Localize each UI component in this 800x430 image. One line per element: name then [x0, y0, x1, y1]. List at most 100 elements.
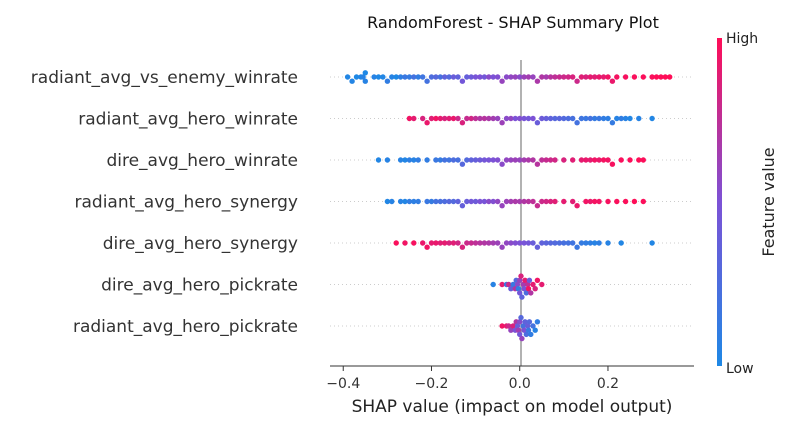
chart-title: RandomForest - SHAP Summary Plot — [367, 13, 659, 32]
shap-point — [397, 74, 404, 80]
shap-point — [450, 157, 457, 163]
shap-point — [517, 331, 523, 338]
shap-point — [528, 331, 534, 338]
x-tick-label: 0.0 — [509, 376, 531, 392]
shap-point — [600, 74, 607, 80]
shap-point — [530, 281, 536, 288]
shap-point — [631, 74, 638, 80]
shap-point — [464, 115, 470, 122]
shap-point — [442, 240, 448, 246]
shap-point — [520, 323, 526, 329]
colorbar-high-label: High — [726, 31, 758, 47]
shap-point — [618, 240, 624, 246]
feature-label: radiant_avg_hero_synergy — [75, 193, 299, 213]
shap-point — [442, 115, 448, 122]
shap-point — [503, 240, 510, 246]
shap-point — [397, 198, 404, 205]
shap-point — [574, 120, 580, 126]
shap-point — [424, 244, 430, 250]
shap-point — [468, 198, 474, 205]
shap-point — [490, 157, 496, 163]
shap-point — [614, 198, 620, 205]
shap-point — [574, 203, 580, 209]
shap-point — [486, 157, 492, 163]
shap-point — [532, 327, 538, 333]
shap-point — [592, 74, 598, 80]
shap-point — [514, 281, 521, 288]
shap-point — [583, 115, 589, 122]
shap-point — [495, 74, 501, 80]
shap-point — [543, 198, 549, 205]
feature-label: dire_avg_hero_pickrate — [101, 276, 298, 296]
shap-point — [428, 115, 435, 122]
shap-point — [543, 157, 549, 163]
shap-point — [570, 74, 576, 80]
shap-point — [547, 198, 554, 205]
shap-point — [523, 331, 529, 338]
shap-point — [587, 115, 593, 122]
shap-point — [506, 281, 512, 288]
shap-point — [455, 198, 461, 205]
shap-point — [499, 78, 505, 84]
shap-point — [490, 74, 496, 80]
shap-point — [517, 157, 523, 163]
shap-point — [490, 240, 496, 246]
points-layer — [344, 70, 673, 342]
shap-point — [521, 115, 527, 122]
shap-point — [556, 74, 563, 80]
shap-point — [583, 198, 589, 205]
shap-point — [517, 290, 523, 296]
shap-point — [618, 115, 624, 122]
shap-point — [605, 240, 611, 246]
shap-point — [442, 198, 448, 205]
shap-point — [565, 115, 571, 122]
colorbar-title: Feature value — [759, 147, 778, 256]
shap-point — [464, 240, 470, 246]
shap-point — [592, 115, 598, 122]
shap-point — [397, 157, 404, 163]
shap-point — [561, 74, 567, 80]
shap-point — [587, 240, 593, 246]
shap-point — [596, 198, 602, 205]
shap-point — [486, 240, 492, 246]
shap-point — [380, 74, 386, 80]
shap-point — [596, 157, 602, 163]
shap-point — [402, 74, 408, 80]
shap-point — [472, 198, 479, 205]
shap-point — [428, 240, 435, 246]
shap-point — [411, 198, 417, 205]
shap-point — [517, 74, 523, 80]
shap-point — [450, 240, 457, 246]
shap-point — [578, 74, 585, 80]
shap-point — [472, 157, 479, 163]
shap-point — [587, 157, 593, 163]
shap-point — [521, 198, 527, 205]
shap-point — [411, 157, 417, 163]
shap-point — [517, 319, 523, 325]
shap-point — [486, 115, 492, 122]
shap-point — [561, 157, 567, 163]
shap-point — [525, 74, 532, 80]
x-tick-label: −0.4 — [326, 376, 360, 392]
shap-point — [530, 323, 536, 329]
shap-point — [477, 115, 483, 122]
shap-point — [512, 240, 518, 246]
feature-label: radiant_avg_hero_pickrate — [73, 317, 298, 337]
shap-point — [495, 157, 501, 163]
shap-point — [371, 74, 377, 80]
shap-point — [522, 319, 528, 325]
shap-point — [499, 203, 505, 209]
shap-point — [499, 244, 505, 250]
shap-point — [636, 157, 642, 163]
shap-point — [499, 281, 505, 288]
shap-point — [481, 240, 488, 246]
shap-point — [512, 157, 518, 163]
shap-point — [662, 74, 668, 80]
shap-point — [539, 115, 545, 122]
shap-point — [517, 115, 523, 122]
shap-point — [523, 290, 529, 296]
shap-point — [517, 277, 523, 283]
shap-point — [534, 78, 541, 84]
shap-point — [508, 157, 514, 163]
shap-point — [627, 157, 633, 163]
